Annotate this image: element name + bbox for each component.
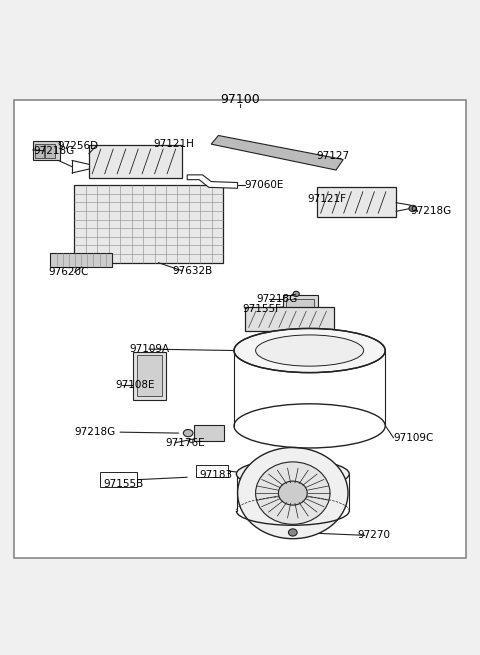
Text: 97155B: 97155B bbox=[103, 479, 144, 489]
Text: 97218G: 97218G bbox=[410, 206, 452, 216]
Ellipse shape bbox=[234, 328, 385, 373]
Text: 97183: 97183 bbox=[199, 470, 232, 480]
Text: 97256D: 97256D bbox=[57, 141, 98, 151]
Bar bbox=[317, 187, 396, 217]
Bar bbox=[100, 472, 137, 487]
Ellipse shape bbox=[256, 462, 330, 524]
Bar bbox=[33, 141, 60, 160]
Text: 97270: 97270 bbox=[358, 531, 391, 540]
Bar bbox=[194, 425, 224, 441]
Bar bbox=[74, 185, 223, 263]
Ellipse shape bbox=[288, 529, 297, 536]
Polygon shape bbox=[187, 175, 238, 188]
Text: 97109A: 97109A bbox=[130, 344, 170, 354]
Text: 97632B: 97632B bbox=[173, 266, 213, 276]
Text: 97218G: 97218G bbox=[34, 146, 75, 156]
Text: 97155F: 97155F bbox=[242, 305, 281, 314]
Text: 97620C: 97620C bbox=[48, 267, 88, 277]
Ellipse shape bbox=[256, 335, 364, 366]
Bar bbox=[133, 352, 166, 400]
Ellipse shape bbox=[183, 430, 193, 437]
Text: 97108E: 97108E bbox=[115, 380, 155, 390]
Text: 97100: 97100 bbox=[220, 93, 260, 106]
Text: 97218G: 97218G bbox=[257, 293, 298, 304]
Text: 97060E: 97060E bbox=[245, 180, 284, 191]
Bar bbox=[283, 295, 318, 316]
Ellipse shape bbox=[238, 447, 348, 538]
Text: 97218G: 97218G bbox=[74, 427, 116, 437]
Ellipse shape bbox=[236, 460, 349, 488]
Text: 97109C: 97109C bbox=[394, 433, 434, 443]
Polygon shape bbox=[211, 136, 343, 170]
Text: 97121H: 97121H bbox=[154, 139, 194, 149]
Ellipse shape bbox=[278, 481, 307, 505]
Bar bbox=[50, 253, 112, 267]
Bar bbox=[286, 299, 314, 313]
Bar bbox=[196, 465, 228, 477]
Bar bbox=[245, 307, 334, 331]
Text: 97127: 97127 bbox=[317, 151, 350, 160]
Bar bbox=[137, 356, 162, 396]
Bar bbox=[89, 145, 182, 178]
Bar bbox=[35, 144, 44, 158]
Bar bbox=[45, 144, 55, 158]
Text: 97176E: 97176E bbox=[166, 438, 205, 448]
Text: 97121F: 97121F bbox=[307, 194, 346, 204]
Ellipse shape bbox=[293, 291, 300, 297]
Ellipse shape bbox=[409, 205, 417, 212]
